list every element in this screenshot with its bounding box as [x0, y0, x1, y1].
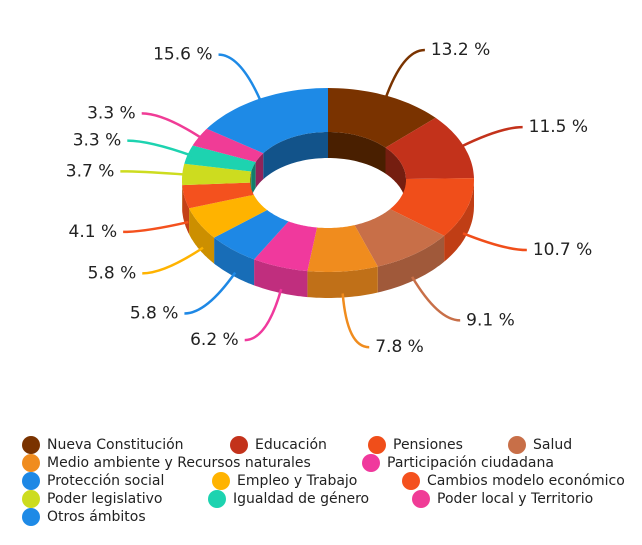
- data-label: 13.2 %: [431, 40, 490, 60]
- legend-label: Salud: [533, 437, 572, 453]
- legend-marker: [22, 454, 40, 472]
- leader-line: [218, 53, 263, 103]
- slice-side: [377, 235, 445, 293]
- slice: [192, 128, 264, 162]
- slice: [390, 178, 474, 236]
- legend-label: Poder local y Territorio: [437, 491, 593, 507]
- leader-line: [123, 220, 189, 234]
- leader-line: [411, 276, 461, 322]
- slice-side: [254, 259, 308, 298]
- data-label: 10.7 %: [533, 240, 592, 260]
- data-label: 3.7 %: [66, 161, 115, 181]
- slice: [182, 182, 254, 209]
- slice: [189, 194, 268, 238]
- slice: [184, 145, 256, 172]
- slice: [328, 88, 436, 148]
- legend-label: Participación ciudadana: [387, 455, 554, 471]
- data-label: 3.3 %: [73, 131, 122, 151]
- legend-label: Medio ambiente y Recursos naturales: [47, 455, 311, 471]
- slice: [307, 225, 378, 272]
- slice: [206, 88, 328, 154]
- leader-line: [383, 48, 425, 100]
- legend-marker: [22, 508, 40, 526]
- slice-inner-wall: [255, 153, 264, 188]
- data-label: 5.8 %: [130, 303, 179, 323]
- data-label: 6.2 %: [190, 330, 239, 350]
- legend-marker: [368, 436, 386, 454]
- legend-label: Igualdad de género: [233, 491, 369, 507]
- data-label: 15.6 %: [153, 45, 212, 65]
- leader-line: [127, 139, 192, 157]
- legend-marker: [212, 472, 230, 490]
- legend-label: Cambios modelo económico: [427, 473, 625, 489]
- data-label: 3.3 %: [87, 103, 136, 123]
- legend-marker: [412, 490, 430, 508]
- legend-marker: [230, 436, 248, 454]
- legend-label: Protección social: [47, 473, 164, 489]
- legend-marker: [402, 472, 420, 490]
- legend-label: Nueva Constitución: [47, 437, 184, 453]
- leader-line: [141, 112, 204, 140]
- legend-marker: [22, 436, 40, 454]
- data-label: 9.1 %: [466, 310, 515, 330]
- data-label: 7.8 %: [375, 337, 424, 357]
- legend-marker: [508, 436, 526, 454]
- slice: [182, 163, 252, 186]
- data-label: 5.8 %: [88, 263, 137, 283]
- leader-line: [244, 288, 283, 342]
- legend-label: Pensiones: [393, 437, 463, 453]
- slice: [385, 117, 474, 179]
- data-label: 4.1 %: [69, 222, 118, 242]
- slice-inner-wall: [251, 162, 256, 198]
- leader-line: [341, 293, 370, 349]
- slice-side: [307, 266, 378, 298]
- legend-marker: [22, 472, 40, 490]
- legend-marker: [208, 490, 226, 508]
- leader-line: [184, 271, 237, 315]
- legend-marker: [362, 454, 380, 472]
- legend-label: Educación: [255, 437, 327, 453]
- slice-side: [444, 180, 474, 262]
- legend-label: Empleo y Trabajo: [237, 473, 357, 489]
- legend-label: Poder legislativo: [47, 491, 163, 507]
- slice-inner-wall: [328, 132, 386, 174]
- slice-inner-wall: [385, 147, 406, 205]
- leader-line: [462, 232, 527, 252]
- slice: [214, 210, 289, 260]
- slice: [354, 209, 445, 267]
- slice-side: [189, 208, 215, 264]
- slice: [254, 221, 317, 272]
- slice-inner-wall: [263, 132, 328, 180]
- leader-line: [142, 246, 204, 275]
- leader-line: [459, 125, 523, 149]
- leader-line: [120, 170, 187, 176]
- slice-side: [214, 237, 255, 286]
- legend-label: Otros ámbitos: [47, 509, 146, 525]
- legend-marker: [22, 490, 40, 508]
- data-label: 11.5 %: [529, 117, 588, 137]
